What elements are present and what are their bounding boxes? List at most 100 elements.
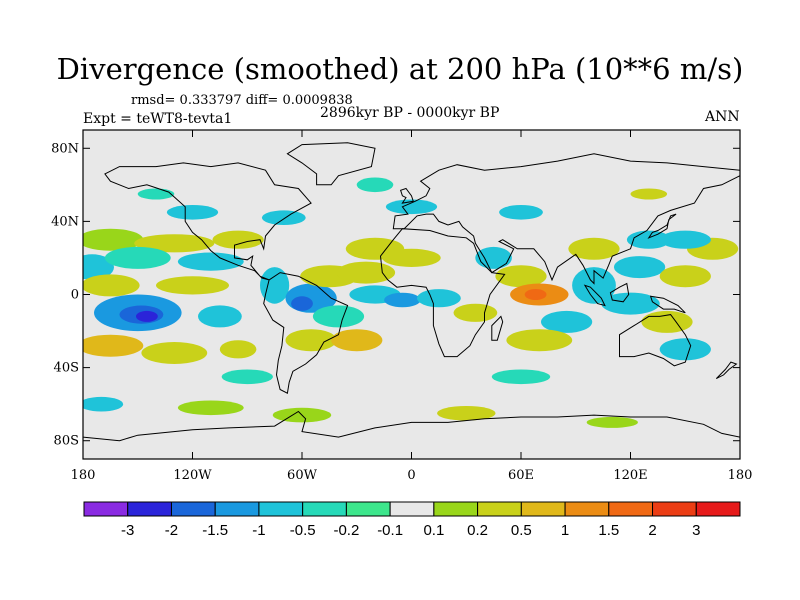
y-tick-label: 0 xyxy=(71,288,79,303)
field-blob-19 xyxy=(336,261,396,284)
field-blob-43 xyxy=(568,237,620,260)
field-blob-21 xyxy=(384,292,421,308)
coastline-south-america xyxy=(263,272,349,394)
x-tick-label: 0 xyxy=(407,468,415,483)
x-tick-label: 120E xyxy=(613,468,647,483)
colorbar-box xyxy=(695,501,741,517)
field-blob-27 xyxy=(417,289,461,308)
period-label: 2896kyr BP - 0000kyr BP xyxy=(320,105,500,121)
y-tick-label: 80S xyxy=(54,434,79,449)
field-blob-37 xyxy=(614,256,666,279)
coastline-madagascar xyxy=(491,315,504,341)
field-blob-29 xyxy=(475,246,512,269)
coastline-antarctica xyxy=(83,410,740,442)
season-label: ANN xyxy=(705,109,740,125)
axis-ticks: 180 120W 60W 0 60E 120E 180 80N 40N 0 40S 80S xyxy=(51,130,752,483)
colorbar-label: 1 xyxy=(561,522,569,539)
field-blob-45 xyxy=(437,406,496,421)
field-blob-1 xyxy=(134,234,215,253)
colorbar-box xyxy=(652,501,697,517)
field-blob-48 xyxy=(586,416,638,428)
field-blob-7 xyxy=(156,276,229,295)
field-blob-23 xyxy=(285,329,337,352)
field-blob-39 xyxy=(659,265,711,288)
colorbar-box xyxy=(608,501,654,517)
colorbar-box xyxy=(389,501,435,517)
y-tick-label: 40N xyxy=(51,214,79,229)
colorbar-box xyxy=(433,501,479,517)
colorbar-box xyxy=(520,501,566,517)
coastline-new-zealand xyxy=(715,361,738,380)
field-blob-38 xyxy=(641,310,693,333)
colorbar-box xyxy=(477,501,522,517)
field-blob-44 xyxy=(659,338,711,361)
colorbar-label: -0.2 xyxy=(333,522,359,539)
field-blob-56 xyxy=(221,369,273,385)
field-blob-55 xyxy=(491,369,551,385)
field-blob-52 xyxy=(385,199,438,215)
field-blob-4 xyxy=(104,246,171,269)
field-blob-12 xyxy=(83,334,144,357)
field-blob-36 xyxy=(601,292,660,315)
coastline-japan xyxy=(647,213,677,239)
colorbar-label: -2 xyxy=(165,522,178,539)
field-blob-58 xyxy=(137,188,175,200)
colorbar-label: -0.5 xyxy=(290,522,316,539)
field-blob-34 xyxy=(506,329,573,352)
colorbar-label: 0.5 xyxy=(511,522,532,539)
colorbar-label: -0.1 xyxy=(377,522,403,539)
colorbar-label: -3 xyxy=(121,522,134,539)
colorbar-box xyxy=(83,501,129,517)
colorbar-label: 0.2 xyxy=(467,522,488,539)
colorbar-box xyxy=(214,501,260,517)
x-tick-label: 60E xyxy=(508,468,534,483)
y-tick-label: 80N xyxy=(51,141,79,156)
coastline-africa xyxy=(379,228,506,358)
x-tick-label: 180 xyxy=(728,468,753,483)
coastline-australia xyxy=(619,314,692,367)
field-blob-2 xyxy=(212,230,264,249)
field-blob-32 xyxy=(524,289,547,300)
x-tick-label: 180 xyxy=(71,468,96,483)
colorbar-box xyxy=(345,501,391,517)
colorbar-label: 3 xyxy=(692,522,700,539)
field-blob-0 xyxy=(83,228,144,251)
coastline-borneo xyxy=(609,282,630,303)
field-blob-28 xyxy=(453,303,498,322)
colorbar-box xyxy=(127,501,172,517)
experiment-label: Expt = teWT8-tevta1 xyxy=(83,111,233,127)
coastline-sumatra xyxy=(583,284,606,307)
coastline-eurasia xyxy=(392,153,740,285)
field-blob-57 xyxy=(630,188,668,200)
colorbar-box xyxy=(564,501,610,517)
field-blob-54 xyxy=(356,177,394,193)
chart-title: Divergence (smoothed) at 200 hPa (10**6 … xyxy=(56,52,744,86)
field-blob-33 xyxy=(541,310,593,333)
field-blob-46 xyxy=(177,400,244,416)
x-tick-label: 60W xyxy=(287,468,318,483)
field-blob-5 xyxy=(177,252,244,271)
colorbar-label: -1 xyxy=(252,522,265,539)
field-blob-11 xyxy=(198,305,242,328)
y-tick-label: 40S xyxy=(54,361,79,376)
field-blob-13 xyxy=(141,342,208,364)
field-blob-53 xyxy=(499,205,543,220)
coastline-britain xyxy=(399,187,414,204)
field-blob-17 xyxy=(291,296,313,311)
field-blob-30 xyxy=(495,265,547,288)
field-blob-6 xyxy=(83,274,140,297)
field-blob-26 xyxy=(382,248,441,267)
colorbar-box xyxy=(258,501,304,517)
colorbar-label: -1.5 xyxy=(202,522,228,539)
field-blob-50 xyxy=(166,205,219,220)
field-blob-41 xyxy=(659,230,711,249)
colorbar-label: 1.5 xyxy=(598,522,619,539)
colorbar-label: 2 xyxy=(648,522,656,539)
field-blob-14 xyxy=(219,340,257,359)
coastline-north-america xyxy=(104,162,312,281)
field-blob-24 xyxy=(331,329,383,352)
colorbar: -3 -2 -1.5 -1 -0.5 -0.2 -0.1 0.1 0.2 0.5 1 1.5 2 3 xyxy=(83,501,741,539)
colorbar-box xyxy=(302,501,347,517)
field-blob-22 xyxy=(312,305,365,328)
